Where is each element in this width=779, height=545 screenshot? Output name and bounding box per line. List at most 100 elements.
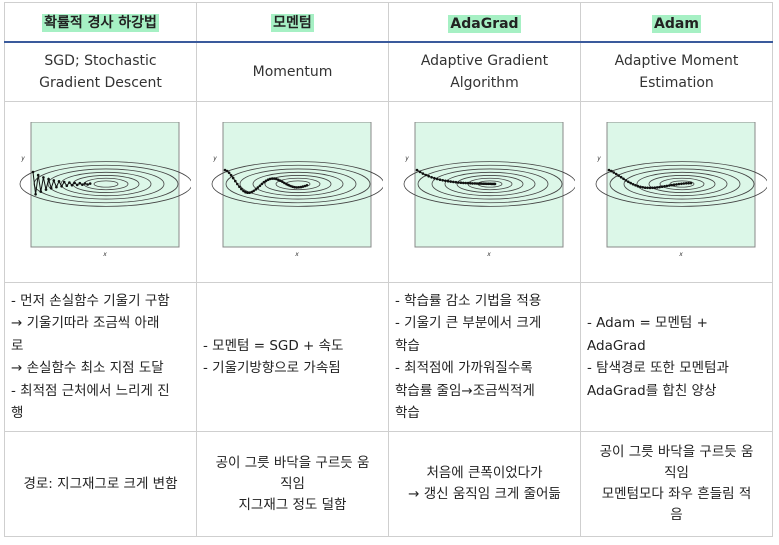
path-point [672,183,675,186]
contour-ellipse [669,180,694,188]
path-point [268,177,271,181]
path-point [278,179,282,182]
path-point [421,172,424,175]
description-line: - 기울기방향으로 가속됨 [203,360,341,376]
path-point [432,176,436,180]
header-row: 확률적 경사 하강법 모멘텀 AdaGrad Adam [4,2,773,43]
path-line: 공이 그릇 바닥을 구르듯 움 [599,444,754,460]
path-point [284,182,288,186]
contour-ellipse [60,171,151,197]
description-cell-adagrad: - 학습률 감소 기법을 적용 - 기울기 큰 부분에서 크게 학습 - 최적점… [388,282,581,432]
path-point [633,184,637,187]
path-point [631,183,634,186]
path-point [85,183,89,186]
path-point [237,185,241,189]
momentum-path-plot: xy [211,122,383,258]
path-line: 처음에 큰폭이었다가 [426,465,543,481]
path-point [233,179,237,183]
path-point [264,179,267,183]
path-point [674,183,678,186]
path-line: 직임 [280,475,305,492]
path-point [438,178,441,181]
header-label: Adam [652,14,701,33]
path-point [75,183,78,187]
path-point [660,185,663,188]
path-point [619,175,622,179]
path-point [684,182,687,185]
x-axis-label: x [486,251,491,258]
path-point [662,185,666,188]
x-axis-label: x [102,251,107,258]
path-point [679,182,683,186]
sgd-path-plot: xy [19,122,191,258]
path-point [247,191,251,194]
path-point [286,183,290,187]
path-point [616,174,620,177]
path-point [258,184,261,188]
path-point [72,181,76,185]
path-cell-sgd: 경로: 지그재그로 크게 변함 [4,431,197,537]
description-line: - 최적점에 가까워질수록 [395,360,533,376]
fullname-line: Estimation [639,75,714,91]
path-point [628,181,632,185]
path-point [57,180,60,183]
path-point [626,180,630,184]
path-line: 경로: 지그재그로 크게 변함 [23,475,178,492]
path-point [245,191,249,194]
contour-ellipse [19,161,191,207]
path-point [88,182,91,185]
x-axis-label: x [678,251,683,258]
path-point [655,186,658,189]
path-cell-momentum: 공이 그릇 바닥을 구르듯 움 직임 지그재그 정도 덜함 [196,431,389,537]
y-axis-label: y [404,155,409,162]
contour-ellipse [659,177,704,191]
path-point [641,186,644,189]
path-point [653,186,656,189]
path-point [62,180,65,184]
path-row: 경로: 지그재그로 크게 변함 공이 그릇 바닥을 구르듯 움 직임 지그재그 … [4,431,773,537]
header-label: AdaGrad [448,14,521,33]
header-cell-adagrad: AdaGrad [388,2,581,43]
path-point [459,181,462,184]
path-point [446,179,449,183]
contour-ellipse [417,164,562,204]
path-point [239,187,243,191]
path-point [243,190,247,194]
path-point [49,186,52,190]
description-line: → 손실함수 최소 지점 도달 [11,360,164,376]
contour-ellipse [93,180,118,188]
contour-ellipse [444,171,535,197]
fullname-cell-sgd: SGD; Stochastic Gradient Descent [4,41,197,102]
description-line: - Adam = 모멘텀 + [587,315,708,331]
description-line: 학습 [395,405,420,421]
path-point [621,177,625,181]
path-point [65,184,68,187]
y-axis-label: y [596,155,601,162]
fullname-line: Adaptive Gradient [420,53,549,69]
path-point [451,180,455,184]
path-point [636,184,639,188]
path-point [270,177,273,180]
description-cell-sgd: - 먼저 손실함수 기울기 구함 → 기울기따라 조금씩 아래 로 → 손실함수… [4,282,197,432]
path-point [479,182,482,185]
path-point [607,168,610,172]
path-point [290,185,294,188]
adagrad-path-plot: xy [403,122,575,258]
path-point [468,182,472,185]
fullname-row: SGD; Stochastic Gradient Descent Momentum… [4,41,773,102]
path-point [470,182,474,185]
path-point [686,181,690,185]
description-line: 학습률 줄임→조금씩적게 [395,382,535,399]
path-point [456,181,460,184]
path-point [645,186,649,190]
path-point [274,177,278,181]
path-point [435,177,438,181]
description-row: - 먼저 손실함수 기울기 구함 → 기울기따라 조금씩 아래 로 → 손실함수… [4,282,773,432]
path-point [473,182,476,185]
path-point [475,182,478,185]
path-point [292,185,296,189]
path-point [256,186,259,189]
